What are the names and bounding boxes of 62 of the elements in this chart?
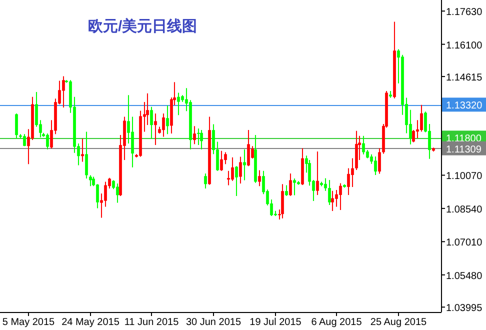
x-tick-label: 30 Jun 2015: [186, 317, 242, 328]
ref-line-label: 1.11800: [446, 134, 482, 145]
x-tick-label: 19 Jul 2015: [250, 317, 302, 328]
candlestick: [197, 128, 200, 146]
y-tick-label: 1.10070: [446, 171, 483, 182]
candlestick: [316, 151, 319, 196]
text: 欧元/美元日线图: [88, 17, 198, 35]
candlestick: [85, 131, 88, 179]
candlestick: [347, 168, 350, 196]
candlestick: [378, 148, 381, 174]
y-tick-label: 1.05480: [446, 270, 483, 282]
ref-line-label: 1.13320: [446, 100, 483, 112]
candlestick: [46, 133, 49, 150]
candlestick: [293, 178, 296, 196]
candlestick: [231, 156, 234, 182]
candlestick: [227, 170, 230, 186]
candlestick: [335, 189, 338, 208]
candlestick: [420, 104, 423, 132]
x-tick-label: 5 May 2015: [2, 317, 56, 328]
candlestick: [204, 172, 207, 189]
candlestick: [89, 174, 92, 187]
candlestick: [339, 182, 342, 210]
candlestick: [374, 156, 377, 176]
x-tick-label: 24 May 2015: [62, 317, 120, 328]
candlestick: [220, 150, 223, 172]
candlestick: [81, 138, 84, 162]
candlestick: [235, 166, 238, 197]
candlestick: [258, 170, 261, 187]
y-tick-label: 1.07010: [446, 238, 483, 249]
ref-line-label: 1.11309: [446, 144, 482, 156]
candlestick: [289, 172, 292, 196]
candlestick: [15, 113, 18, 140]
candlestick: [193, 126, 196, 145]
candlestick: [104, 181, 107, 208]
candlestick: [166, 105, 169, 135]
candlestick: [281, 184, 284, 219]
candlestick: [131, 116, 134, 168]
candlestick: [154, 113, 157, 146]
x-tick-label: 25 Aug 2015: [370, 317, 428, 328]
x-tick-label: 11 Jun 2015: [124, 317, 180, 328]
y-tick-label: 1.17630: [446, 7, 483, 18]
candlestick: [243, 148, 246, 181]
candlestick: [62, 76, 65, 108]
candlestick: [150, 106, 153, 140]
candlestick: [412, 130, 415, 143]
candlestick: [328, 179, 331, 206]
candlestick: [177, 92, 180, 116]
candlestick: [285, 184, 288, 196]
candlestick: [239, 156, 242, 184]
y-tick-label: 1.03995: [446, 303, 483, 314]
candlestick: [116, 182, 119, 204]
candlestick: [362, 135, 365, 155]
y-tick-label: 1.08540: [446, 204, 483, 216]
x-tick-label: 6 Aug 2015: [311, 317, 362, 328]
candlestick: [200, 130, 203, 150]
candlestick: [351, 158, 354, 188]
y-tick-label: 1.16100: [446, 40, 483, 52]
candlestick: [324, 178, 327, 192]
candlestick: [247, 130, 250, 167]
y-tick-label: 1.14615: [446, 72, 483, 84]
candlestick: [331, 190, 334, 212]
candlestick: [162, 113, 165, 138]
